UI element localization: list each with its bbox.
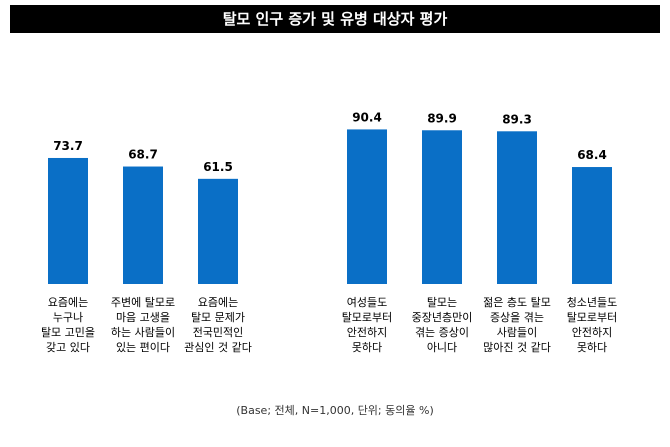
category-label-1-2: 주변에 탈모로 마음 고생을 하는 사람들이 있는 편이다 xyxy=(111,296,175,354)
category-label-2-4: 청소년들도 탈모로부터 안전하지 못하다 xyxy=(567,296,618,354)
value-label-1-3: 61.5 xyxy=(203,160,233,174)
bar-2-2 xyxy=(422,130,462,284)
bar-2-4 xyxy=(572,167,612,284)
category-label-2-3: 젊은 층도 탈모 증상을 겪는 사람들이 많아진 것 같다 xyxy=(483,296,551,354)
bar-1-3 xyxy=(198,178,238,284)
bar-2-3 xyxy=(497,131,537,284)
bar-1-2 xyxy=(123,166,163,284)
value-label-1-2: 68.7 xyxy=(128,148,158,162)
value-label-2-4: 68.4 xyxy=(577,148,607,162)
category-label-2-2: 탈모는 중장년층만이 겪는 증상이 아니다 xyxy=(412,296,473,354)
chart-title: 탈모 인구 증가 및 유병 대상자 평가 xyxy=(10,5,660,33)
category-label-2-1: 여성들도 탈모로부터 안전하지 못하다 xyxy=(342,296,393,354)
value-label-1-1: 73.7 xyxy=(53,139,83,153)
bar-1-1 xyxy=(48,157,88,284)
bar-2-1 xyxy=(347,129,387,284)
value-label-2-1: 90.4 xyxy=(352,110,382,124)
value-label-2-3: 89.3 xyxy=(502,112,532,126)
chart-footnote: (Base; 전체, N=1,000, 단위; 동의율 %) xyxy=(236,404,434,417)
category-label-1-3: 요즘에는 탈모 문제가 전국민적인 관심인 것 같다 xyxy=(184,296,252,354)
category-label-1-1: 요즘에는 누구나 탈모 고민을 갖고 있다 xyxy=(41,296,95,354)
value-label-2-2: 89.9 xyxy=(427,111,457,125)
